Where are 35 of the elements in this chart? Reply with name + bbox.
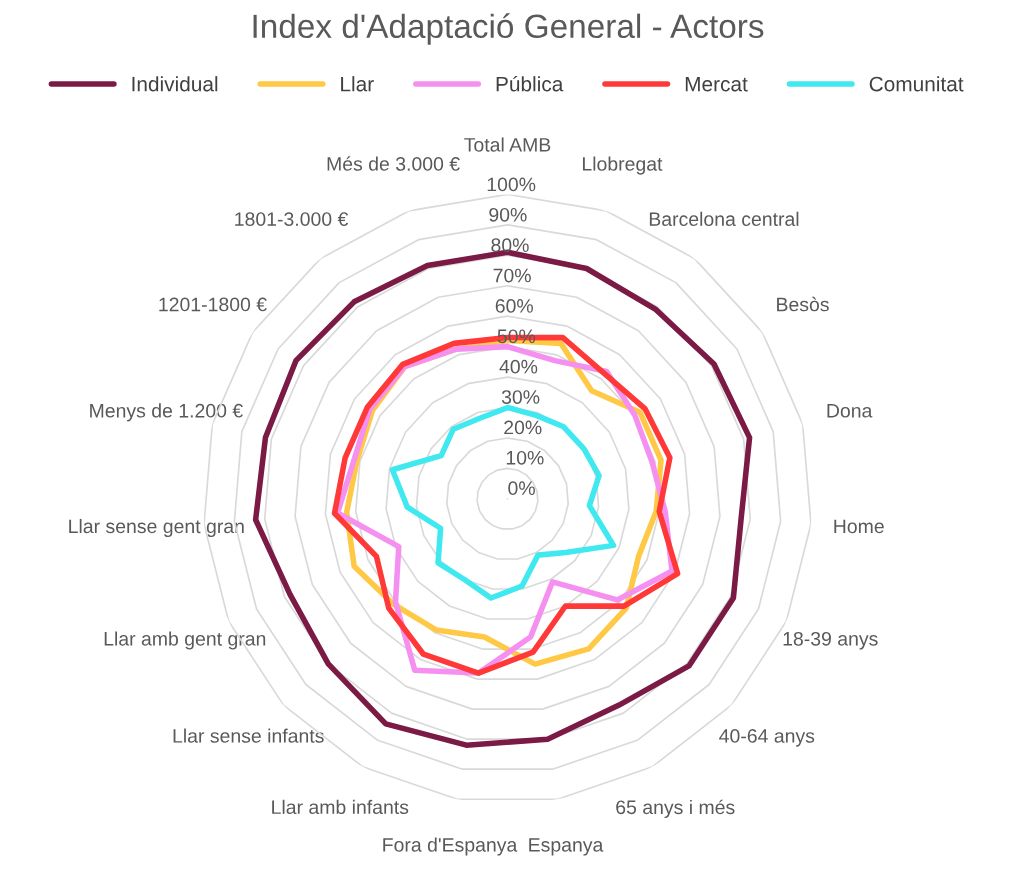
spoke-label: Home: [834, 519, 884, 534]
spoke-label: 18-39 anys: [783, 631, 878, 650]
spoke-label: Menys de 1.200 €: [90, 403, 243, 422]
y-tick-label: 0%: [508, 481, 535, 496]
y-tick-label: 30%: [501, 390, 540, 404]
spoke-label: Barcelona central: [649, 211, 799, 227]
spoke-label: Total AMB: [464, 137, 551, 152]
spoke-label: 1201-1800 €: [159, 297, 267, 312]
y-tick-label: 40%: [499, 359, 538, 374]
spoke-label: Besòs: [777, 296, 829, 312]
y-tick-label: 90%: [489, 207, 527, 222]
y-tick-label: 10%: [506, 450, 544, 465]
spoke-label: Espanya: [529, 838, 604, 856]
spoke-label: 40-64 anys: [719, 729, 815, 747]
spoke-label: 65 anys i més: [616, 799, 735, 819]
y-tick-label: 100%: [487, 177, 536, 192]
spoke-label: Llar sense gent gran: [69, 518, 244, 538]
spoke-label: Més de 3.000 €: [327, 156, 460, 171]
chart-title: Index d'Adaptació General - Actors: [253, 13, 764, 45]
spoke-label: Llar amb gent gran: [104, 631, 266, 650]
legend-label: Mercat: [685, 76, 748, 92]
y-tick-label: 70%: [493, 268, 531, 283]
spoke-label: Llar sense infants: [173, 728, 324, 743]
legend-label: Llar: [341, 76, 374, 92]
legend-label: Pública: [496, 75, 564, 92]
spoke-label: Llobregat: [582, 156, 663, 175]
y-tick-label: 80%: [491, 238, 529, 253]
spoke-label: Dona: [827, 404, 873, 418]
spoke-label: Llar amb infants: [272, 799, 409, 815]
spoke-label: Fora d'Espanya: [383, 837, 518, 856]
y-tick-label: 20%: [504, 420, 542, 435]
y-tick-label: 60%: [495, 299, 533, 313]
legend-label: Individual: [132, 76, 218, 92]
legend-label: Comunitat: [869, 76, 964, 92]
spoke-label: 1801-3.000 €: [235, 212, 349, 227]
